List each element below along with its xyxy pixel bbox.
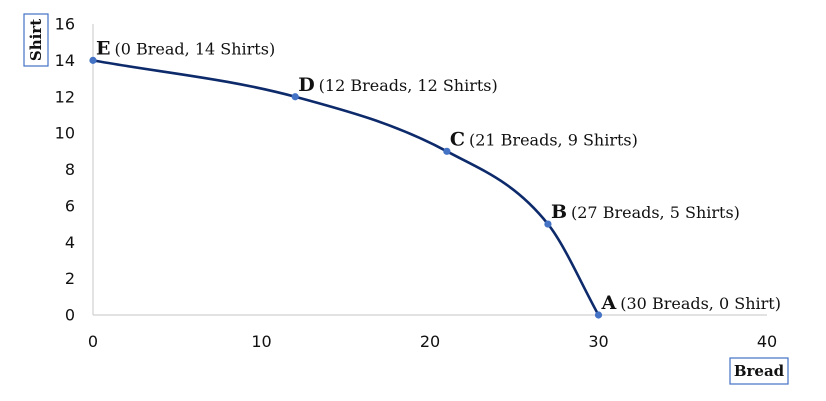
point-e-label: E (0 Bread, 14 Shirts)	[96, 37, 275, 59]
point-c-marker	[443, 147, 451, 155]
point-a-label: A (30 Breads, 0 Shirt)	[601, 292, 781, 314]
point-e-marker	[89, 56, 97, 64]
x-tick-label: 0	[88, 332, 98, 351]
y-axis-title-text: Shirt	[27, 19, 45, 61]
point-d-marker	[291, 93, 299, 101]
y-tick-label: 8	[65, 160, 75, 179]
y-axis-title: Shirt	[23, 13, 49, 67]
point-labels: E (0 Bread, 14 Shirts) D (12 Breads, 12 Shi…	[96, 37, 781, 314]
x-axis-title-box	[729, 357, 789, 385]
x-tick-label: 30	[588, 332, 608, 351]
x-axis-title: Bread	[729, 357, 789, 385]
data-points	[89, 56, 603, 319]
point-d-label: D (12 Breads, 12 Shirts)	[298, 74, 498, 96]
axes	[92, 24, 767, 316]
y-tick-label: 0	[65, 306, 75, 325]
y-tick-label: 6	[65, 196, 75, 215]
y-tick-label: 12	[55, 87, 75, 106]
point-b-marker	[544, 220, 552, 228]
x-tick-label: 40	[757, 332, 777, 351]
y-tick-label: 16	[55, 15, 75, 34]
y-axis-title-box	[23, 13, 49, 67]
y-tick-label: 10	[55, 124, 75, 143]
y-tick-label: 4	[65, 233, 75, 252]
y-tick-label: 2	[65, 269, 75, 288]
x-tick-label: 10	[251, 332, 271, 351]
point-b-label: B (27 Breads, 5 Shirts)	[551, 201, 740, 223]
ppf-curve	[92, 59, 600, 316]
point-c-label: C (21 Breads, 9 Shirts)	[450, 128, 638, 150]
x-tick-labels: 0 10 20 30 40	[88, 332, 777, 351]
point-a-marker	[594, 311, 603, 319]
x-tick-label: 20	[420, 332, 440, 351]
x-axis-title-text: Bread	[734, 362, 785, 380]
y-tick-label: 14	[55, 51, 75, 70]
y-tick-labels: 0 2 4 6 8 10 12 14 16	[55, 15, 75, 325]
